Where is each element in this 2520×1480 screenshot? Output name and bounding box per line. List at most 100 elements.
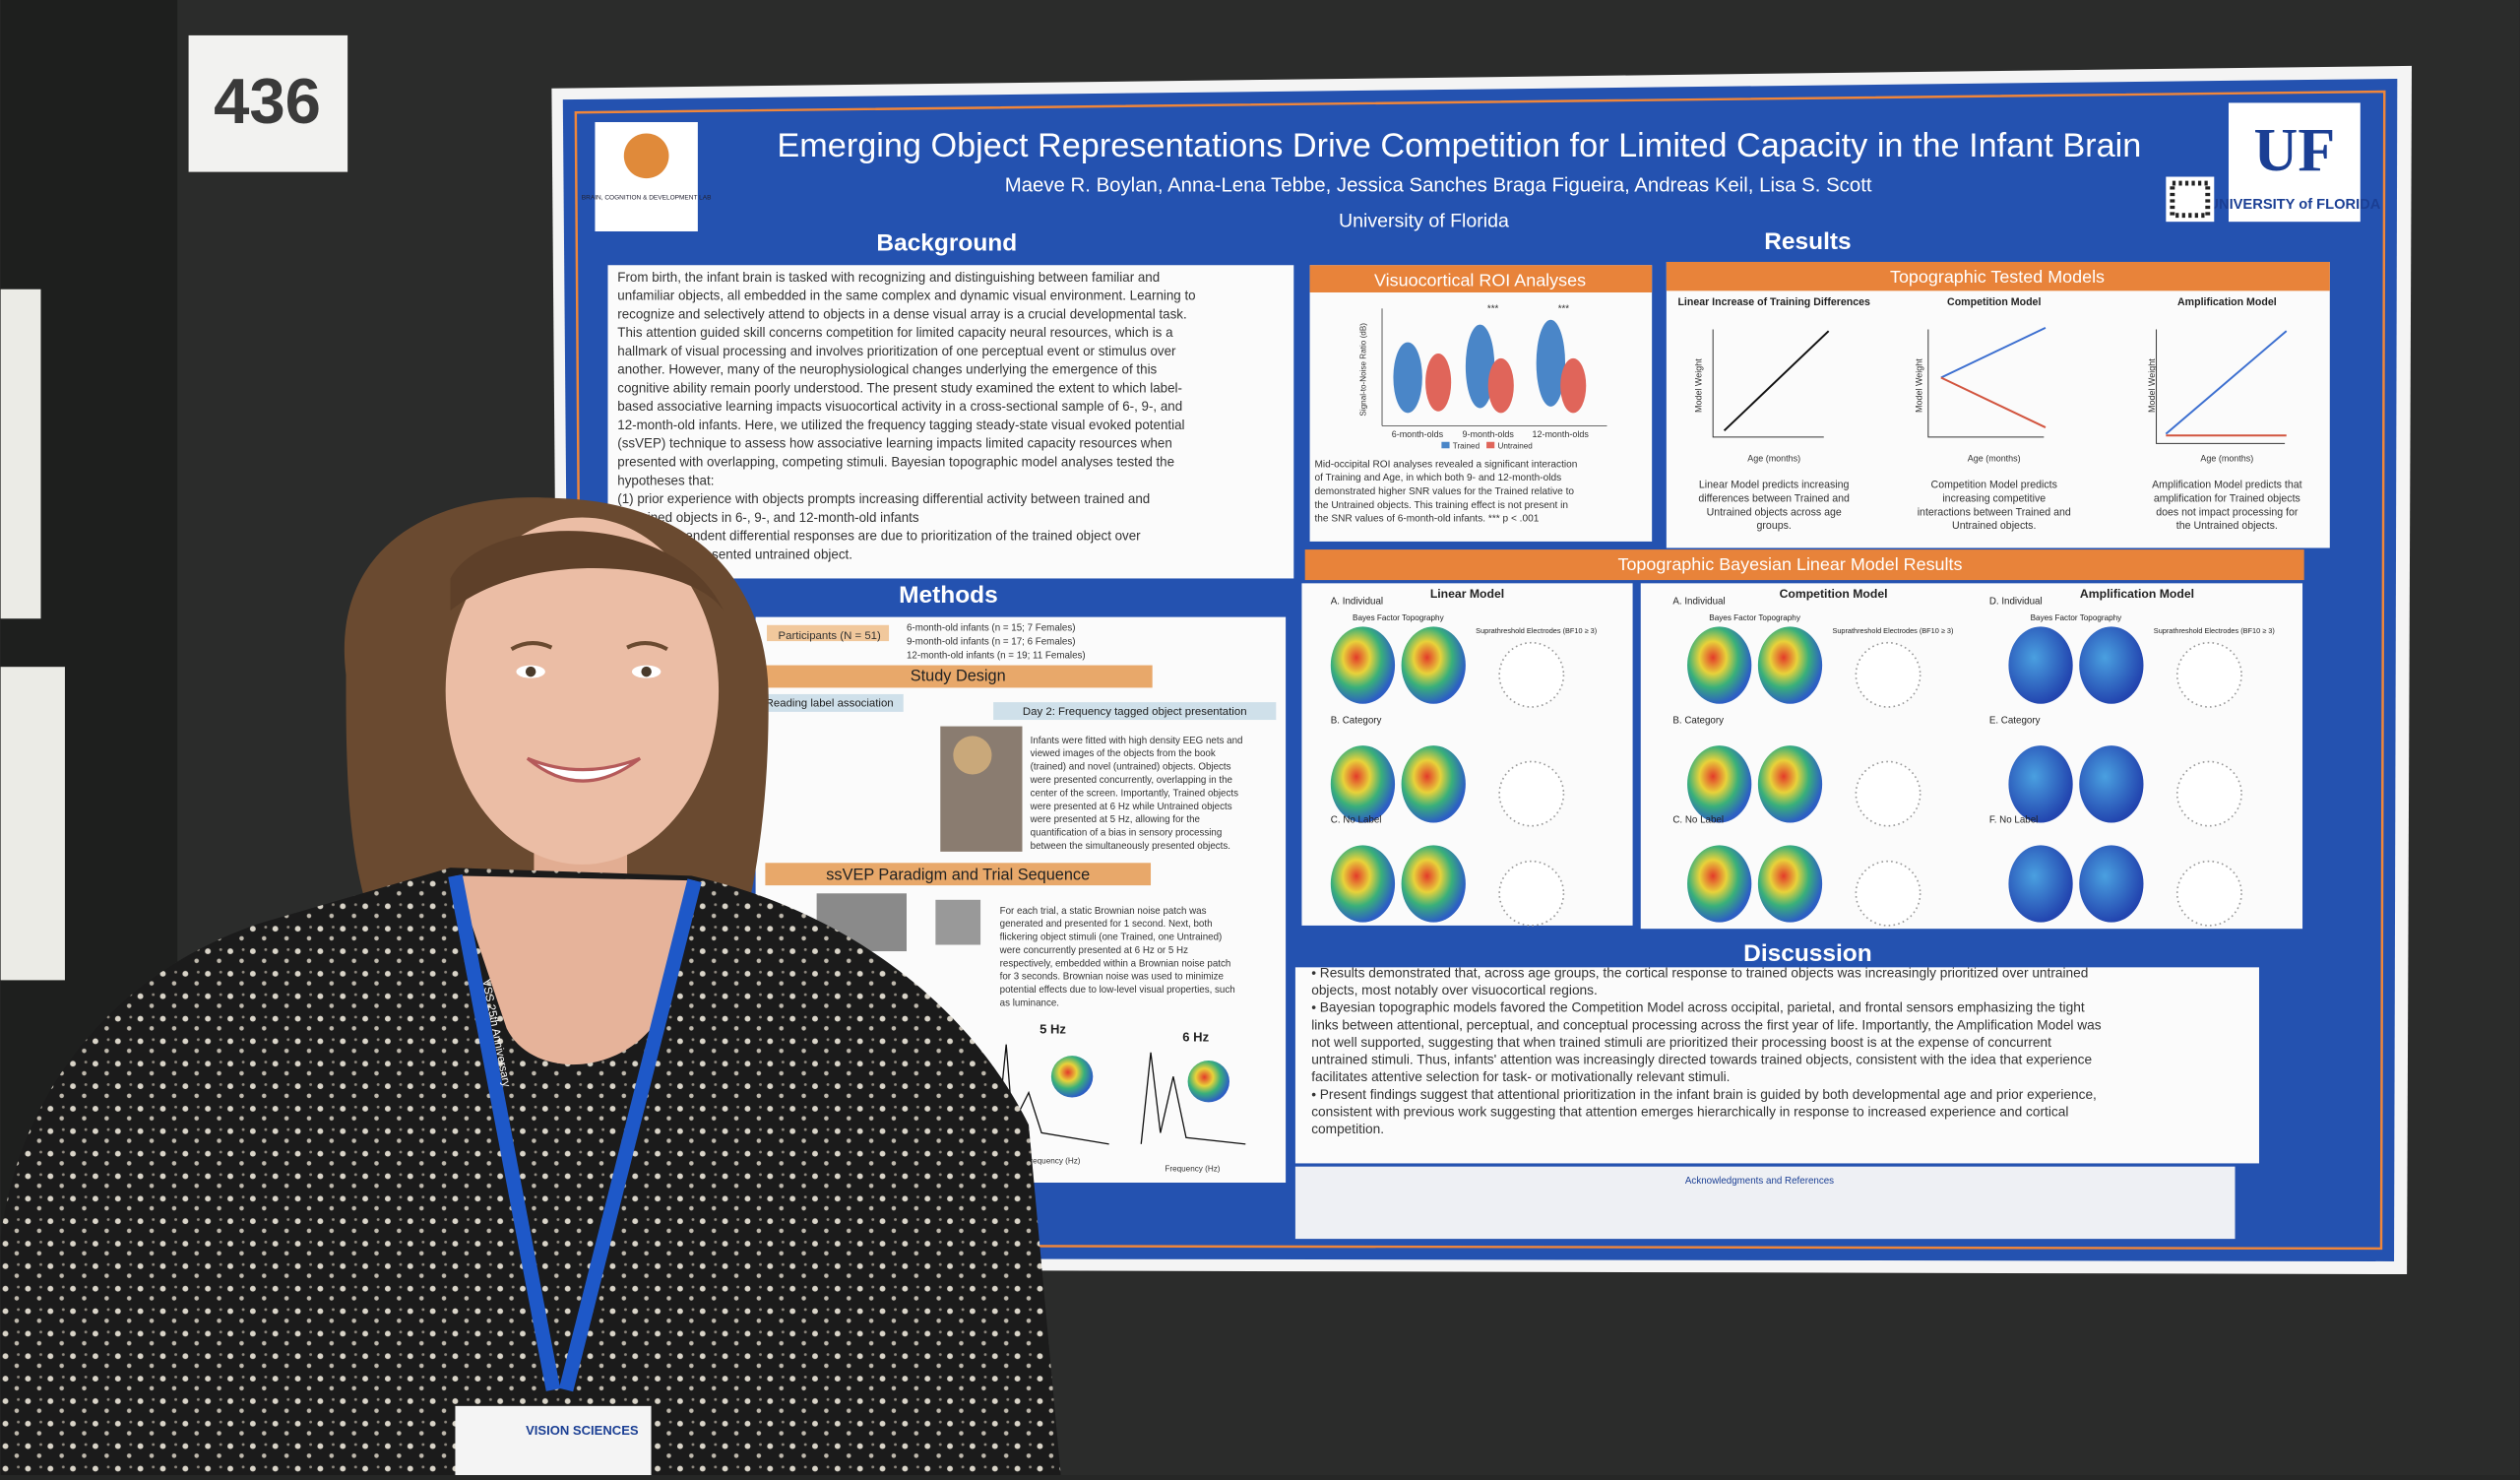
section-heading: Background <box>876 230 1017 257</box>
background-text: (ssVEP) technique to assess how associat… <box>617 436 1172 451</box>
electrode-map <box>1498 860 1565 927</box>
label-tag <box>993 702 1277 721</box>
discussion-text: competition. <box>1311 1122 1384 1136</box>
background-text: another. However, many of the neurophysi… <box>617 362 1157 377</box>
paper <box>0 667 65 981</box>
brain-topography <box>2008 745 2073 823</box>
subheading: ssVEP Paradigm and Trial Sequence <box>826 867 1090 884</box>
methods-text: center of the screen. Importantly, Train… <box>1031 788 1238 799</box>
brain-topography <box>1401 745 1466 823</box>
label-tag <box>755 693 904 712</box>
affiliation: University of Florida <box>1339 210 1509 231</box>
methods-text: quantification of a bias in sensory proc… <box>1031 828 1223 839</box>
methods-text: for 3 seconds. Brownian noise was used t… <box>1000 972 1224 983</box>
section-heading: Discussion <box>1743 940 1872 967</box>
legend-swatch <box>1486 441 1495 449</box>
generated-content: From birth, the infant brain is tasked w… <box>617 270 2301 1136</box>
model-caption: the Untrained objects. <box>2176 520 2278 532</box>
electrode-map <box>1855 760 1922 827</box>
row-label: F. No Label <box>1989 814 2038 825</box>
participants: Participants (N = 51) <box>779 630 881 642</box>
model-title: Amplification Model <box>2177 296 2277 308</box>
board-number: 436 <box>214 65 321 137</box>
model-caption: differences between Trained and <box>1698 492 1850 504</box>
plot-title: 6 Hz <box>1182 1029 1209 1044</box>
column-label: Bayes Factor Topography <box>1353 613 1445 622</box>
model-caption: amplification for Trained objects <box>2154 492 2300 504</box>
paper <box>0 289 41 619</box>
column-label: Bayes Factor Topography <box>2031 613 2123 622</box>
brain-topography <box>1757 626 1823 704</box>
plot-title: 5 Hz <box>1040 1021 1066 1036</box>
brain-topography <box>1757 845 1823 923</box>
axis-label: Model Weight <box>1914 358 1923 413</box>
methods-text: were presented at 6 Hz while Untrained o… <box>1030 802 1232 812</box>
spectrum-plot <box>995 1044 1109 1145</box>
section-heading: Results <box>1764 228 1851 255</box>
background-text: (2) age-dependent differential responses… <box>617 529 1141 544</box>
acknowledgments: Acknowledgments and References <box>1685 1176 1834 1187</box>
eeg-net <box>953 736 992 775</box>
electrode-map <box>1498 760 1565 827</box>
group-label: 12-month-olds <box>1532 429 1589 439</box>
badge-text: VISION SCIENCES <box>526 1423 639 1438</box>
brain-topography <box>1330 745 1396 823</box>
methods-text: generated and presented for 1 second. Ne… <box>1000 919 1213 930</box>
subheading: Day 2: Frequency tagged object presentat… <box>1023 706 1247 718</box>
participant-group: 9-month-old infants (n = 17; 6 Females) <box>907 637 1076 648</box>
methods-text: (trained) and novel (untrained) objects.… <box>1031 762 1231 773</box>
methods-text: were presented at 5 Hz, allowing for the <box>1030 814 1200 825</box>
row-label: A. Individual <box>1331 597 1383 608</box>
background-text: (1) prior experience with objects prompt… <box>617 491 1150 506</box>
annotation: *** <box>1487 304 1499 315</box>
axis-label: Age (months) <box>2200 453 2253 463</box>
topography <box>1187 1060 1229 1103</box>
roi-plot <box>1381 308 1607 426</box>
discussion-text: not well supported, suggesting that when… <box>1311 1035 2051 1050</box>
background-text: hypotheses that: <box>617 473 714 487</box>
brain-topography <box>2079 845 2144 923</box>
brain-topography <box>2079 745 2144 823</box>
discussion-box <box>1294 967 2259 1164</box>
axis-label: Signal-to-Noise Ratio (dB) <box>1359 323 1368 417</box>
panel-header <box>1309 265 1653 292</box>
model-caption: increasing competitive <box>1942 492 2046 504</box>
axis-label: Age (months) <box>1968 453 2021 463</box>
brain-topography <box>2079 626 2144 704</box>
uf-logo <box>2228 102 2361 223</box>
legend-label: Untrained <box>1498 441 1533 450</box>
methods-text: between the simultaneously presented obj… <box>1031 841 1230 852</box>
background-text: recognize and selectively attend to obje… <box>617 306 1186 321</box>
model-caption: Amplification Model predicts that <box>2152 480 2302 491</box>
brain-topography <box>1330 626 1396 704</box>
label-tag <box>765 665 1153 688</box>
poster-title: Emerging Object Representations Drive Co… <box>777 127 2141 164</box>
column-label: Suprathreshold Electrodes (BF10 ≥ 3) <box>1476 626 1597 635</box>
axis-label: Model Weight <box>2147 358 2157 413</box>
row-label: B. Category <box>1672 715 1724 726</box>
roi-caption: the Untrained objects. This training eff… <box>1314 500 1568 511</box>
column-label: Suprathreshold Electrodes (BF10 ≥ 3) <box>1832 626 1953 635</box>
model-sketches <box>1712 327 2288 444</box>
axis-label: Model Weight <box>1694 358 1704 413</box>
brain-topography <box>1757 745 1823 823</box>
section-heading: Methods <box>899 582 998 609</box>
methods-text: Infants were fitted with high density EE… <box>1031 736 1243 746</box>
panel-header <box>1304 549 2304 581</box>
row-label: D. Individual <box>1989 597 2043 608</box>
axis-label: Age (months) <box>1747 453 1800 463</box>
discussion-text: • Results demonstrated that, across age … <box>1311 966 2088 981</box>
electrode-map <box>1855 641 1922 708</box>
brain-topography <box>1401 845 1466 923</box>
background-text: From birth, the infant brain is tasked w… <box>617 270 1160 285</box>
participant-group: 6-month-old infants (n = 15; 7 Females) <box>907 623 1076 634</box>
model-caption: Untrained objects. <box>1952 520 2036 532</box>
background-text: presented with overlapping, competing st… <box>617 454 1174 469</box>
electrode-map <box>1498 641 1565 708</box>
panel-title: Visuocortical ROI Analyses <box>1374 270 1586 290</box>
discussion-text: facilitates attentive selection for task… <box>1311 1069 1730 1084</box>
label-tag <box>765 863 1152 886</box>
brain-topography <box>2008 845 2073 923</box>
